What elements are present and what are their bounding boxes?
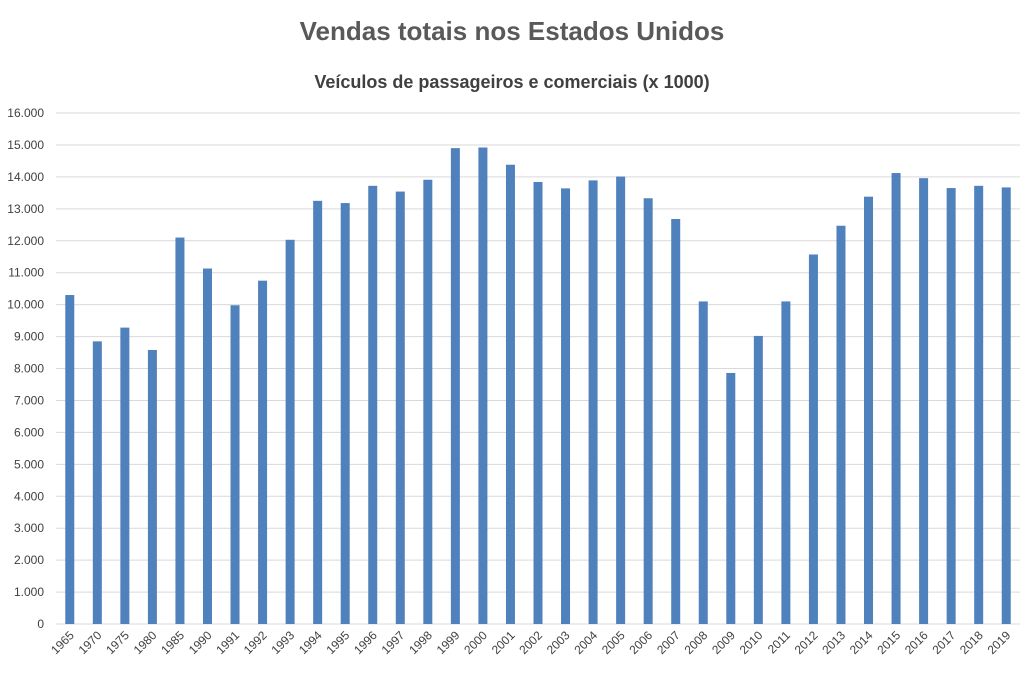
bar-2016 — [919, 178, 929, 624]
bar-2019 — [1001, 187, 1011, 624]
bar-1965 — [65, 295, 75, 624]
x-axis-ticks: 1965197019751980198519901991199219931994… — [48, 628, 1013, 657]
bar-2001 — [505, 164, 515, 624]
y-tick-label: 11.000 — [8, 266, 44, 280]
y-tick-label: 6.000 — [14, 425, 44, 439]
x-tick-label: 2017 — [929, 628, 958, 657]
x-tick-label: 1985 — [158, 628, 187, 657]
y-tick-label: 12.000 — [7, 234, 44, 248]
x-tick-label: 1993 — [268, 628, 297, 657]
bar-1992 — [258, 280, 268, 624]
x-tick-label: 2010 — [737, 628, 766, 657]
y-tick-label: 5.000 — [14, 457, 44, 471]
bar-1993 — [285, 239, 295, 624]
x-tick-label: 2012 — [792, 628, 821, 657]
x-tick-label: 1990 — [186, 628, 215, 657]
x-tick-label: 2005 — [599, 628, 628, 657]
bar-2014 — [864, 196, 874, 624]
bar-1997 — [395, 191, 405, 624]
bar-1990 — [202, 268, 212, 624]
bar-2010 — [753, 335, 763, 624]
chart-subtitle: Veículos de passageiros e comerciais (x … — [314, 72, 710, 92]
y-tick-label: 16.000 — [7, 106, 44, 120]
bar-2017 — [946, 188, 956, 624]
x-tick-label: 1994 — [296, 628, 325, 657]
x-tick-label: 2018 — [957, 628, 986, 657]
bar-2013 — [836, 225, 846, 624]
bar-2000 — [478, 147, 488, 624]
x-tick-label: 1997 — [379, 628, 408, 657]
y-axis-ticks: 0 1.000 2.000 3.000 4.000 5.000 6.000 7.000 8.00… — [7, 106, 44, 631]
bar-2007 — [671, 219, 681, 624]
x-tick-label: 2015 — [874, 628, 903, 657]
x-tick-label: 2016 — [902, 628, 931, 657]
bar-2006 — [643, 198, 653, 624]
bar-1980 — [147, 349, 157, 624]
x-tick-label: 1999 — [434, 628, 463, 657]
x-tick-label: 2004 — [571, 628, 600, 657]
y-tick-label: 14.000 — [7, 170, 44, 184]
x-tick-label: 1970 — [76, 628, 105, 657]
y-tick-label: 3.000 — [14, 521, 44, 535]
y-tick-label: 8.000 — [14, 362, 44, 376]
x-tick-label: 1980 — [131, 628, 160, 657]
bar-1970 — [92, 341, 102, 624]
x-tick-label: 2011 — [765, 628, 793, 656]
bar-2009 — [726, 372, 736, 624]
x-tick-label: 2009 — [709, 628, 738, 657]
x-tick-label: 2008 — [682, 628, 711, 657]
bar-1998 — [423, 179, 433, 624]
x-tick-label: 2000 — [461, 628, 490, 657]
y-tick-label: 1.000 — [14, 585, 44, 599]
x-tick-label: 2019 — [985, 628, 1014, 657]
x-tick-label: 1965 — [48, 628, 77, 657]
bar-2018 — [974, 185, 984, 624]
x-tick-label: 1975 — [103, 628, 132, 657]
x-tick-label: 2003 — [544, 628, 573, 657]
x-tick-label: 2007 — [654, 628, 683, 657]
bar-1999 — [450, 148, 460, 624]
y-tick-label: 4.000 — [14, 489, 44, 503]
x-tick-label: 1992 — [241, 628, 270, 657]
bar-2008 — [698, 301, 708, 624]
bar-1996 — [368, 185, 378, 624]
y-tick-label: 0 — [37, 617, 44, 631]
bar-1975 — [120, 327, 130, 624]
bar-1995 — [340, 203, 350, 624]
x-tick-label: 1991 — [213, 628, 242, 657]
bar-2015 — [891, 173, 901, 625]
y-tick-label: 7.000 — [14, 393, 44, 407]
bar-2003 — [561, 188, 571, 624]
x-tick-label: 1995 — [324, 628, 353, 657]
x-tick-label: 1998 — [406, 628, 435, 657]
y-tick-label: 10.000 — [7, 298, 44, 312]
bar-2005 — [616, 176, 626, 625]
bar-2002 — [533, 181, 543, 625]
bar-2011 — [781, 301, 791, 624]
bar-2004 — [588, 180, 598, 624]
bar-1991 — [230, 305, 240, 624]
x-tick-label: 2001 — [489, 628, 518, 657]
chart-title: Vendas totais nos Estados Unidos — [299, 16, 725, 46]
x-tick-label: 2002 — [516, 628, 545, 657]
x-tick-label: 1996 — [351, 628, 380, 657]
y-tick-label: 13.000 — [7, 202, 44, 216]
x-tick-label: 2014 — [847, 628, 876, 657]
bars — [65, 147, 1011, 625]
bar-2012 — [808, 254, 818, 624]
bar-1985 — [175, 237, 185, 624]
y-tick-label: 15.000 — [7, 138, 44, 152]
y-tick-label: 2.000 — [14, 553, 44, 567]
bar-1994 — [313, 200, 323, 624]
x-tick-label: 2013 — [819, 628, 848, 657]
x-tick-label: 2006 — [627, 628, 656, 657]
y-tick-label: 9.000 — [14, 330, 44, 344]
